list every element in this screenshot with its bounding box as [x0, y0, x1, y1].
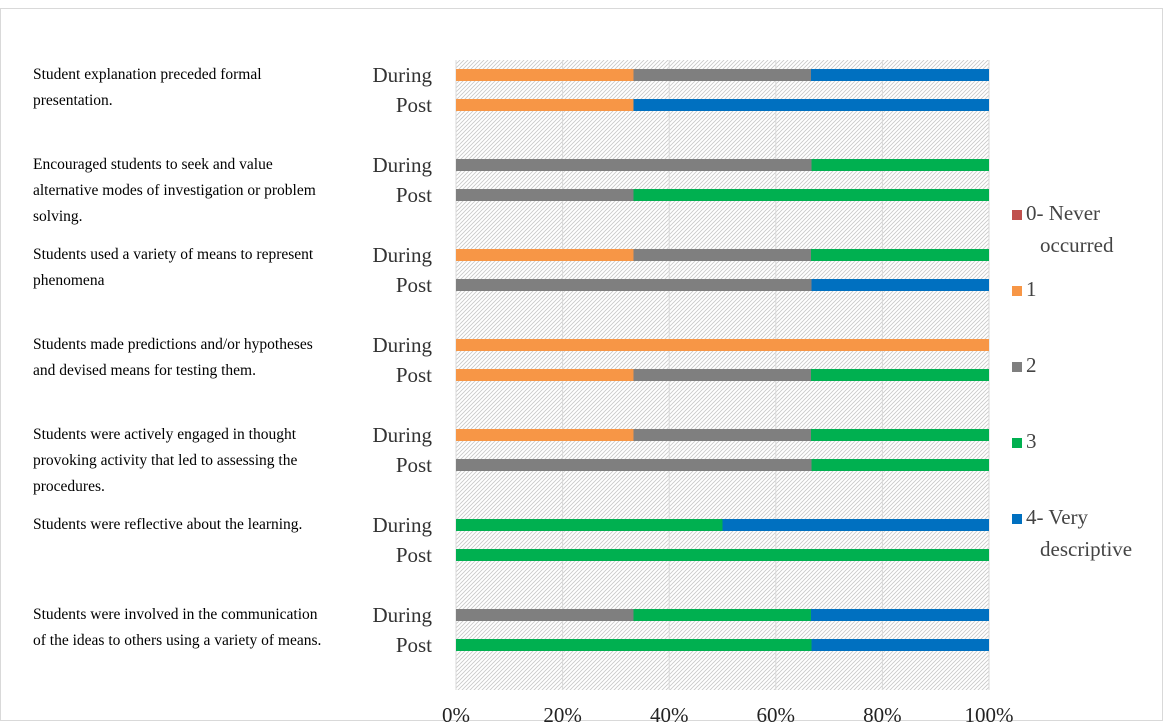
- bar-segment: [811, 639, 989, 651]
- row-description: Student explanation preceded formal pres…: [33, 66, 262, 109]
- row-label: Post: [396, 183, 432, 207]
- bar-segment: [810, 609, 989, 621]
- row-label: During: [373, 603, 433, 627]
- x-tick-label: 40%: [650, 703, 689, 723]
- row-label: Post: [396, 633, 432, 657]
- legend-swatch: [1012, 362, 1022, 372]
- row-description: Encouraged students to seek and value al…: [33, 156, 316, 225]
- legend-label: 1: [1026, 277, 1037, 301]
- x-tick-label: 60%: [757, 703, 796, 723]
- row-label: During: [373, 243, 433, 267]
- bar-segment: [456, 69, 634, 81]
- bar-segment: [633, 99, 989, 111]
- bar-segment: [633, 69, 811, 81]
- bar-segment: [633, 429, 811, 441]
- row-label: During: [373, 423, 433, 447]
- row-description: Students made predictions and/or hypothe…: [33, 336, 313, 379]
- bar-segment: [456, 99, 634, 111]
- row-description: Students used a variety of means to repr…: [33, 246, 314, 289]
- bar-segment: [811, 459, 989, 471]
- bar-segment: [633, 609, 811, 621]
- legend-swatch: [1012, 286, 1022, 296]
- x-tick-label: 20%: [543, 703, 582, 723]
- row-label: Post: [396, 363, 432, 387]
- bar-segment: [456, 339, 989, 351]
- bar-segment: [456, 369, 634, 381]
- legend-label: occurred: [1040, 233, 1114, 257]
- bar-segment: [810, 249, 989, 261]
- row-description: Students were reflective about the learn…: [33, 516, 303, 533]
- bar-segment: [456, 279, 812, 291]
- row-label: During: [373, 333, 433, 357]
- bar-segment: [456, 189, 634, 201]
- legend-label: 0- Never: [1026, 201, 1100, 225]
- legend-swatch: [1012, 438, 1022, 448]
- legend-label: descriptive: [1040, 537, 1132, 561]
- bar-segment: [633, 189, 989, 201]
- row-label: During: [373, 513, 433, 537]
- bar-segment: [456, 159, 812, 171]
- bar-segment: [456, 459, 812, 471]
- row-label: Post: [396, 273, 432, 297]
- row-label: Post: [396, 93, 432, 117]
- legend-label: 4- Very: [1026, 505, 1089, 529]
- bar-segment: [811, 159, 989, 171]
- legend-swatch: [1012, 514, 1022, 524]
- row-label: Post: [396, 543, 432, 567]
- bar-segment: [456, 519, 723, 531]
- bar-segment: [633, 369, 811, 381]
- bar-segment: [633, 249, 811, 261]
- bar-segment: [722, 519, 989, 531]
- legend-label: 2: [1026, 353, 1037, 377]
- row-label: During: [373, 153, 433, 177]
- bar-segment: [810, 69, 989, 81]
- row-label: During: [373, 63, 433, 87]
- bar-segment: [456, 609, 634, 621]
- row-description: Students were actively engaged in though…: [33, 426, 298, 495]
- x-tick-label: 0%: [442, 703, 470, 723]
- bar-segment: [456, 639, 812, 651]
- x-tick-label: 80%: [863, 703, 902, 723]
- legend-label: 3: [1026, 429, 1037, 453]
- bar-segment: [810, 429, 989, 441]
- bar-segment: [810, 369, 989, 381]
- row-label: Post: [396, 453, 432, 477]
- bar-segment: [456, 249, 634, 261]
- row-description: Students were involved in the communicat…: [33, 606, 322, 649]
- legend-swatch: [1012, 210, 1022, 220]
- bar-segment: [456, 429, 634, 441]
- bar-segment: [811, 279, 989, 291]
- bar-segment: [456, 549, 989, 561]
- x-tick-label: 100%: [965, 703, 1014, 723]
